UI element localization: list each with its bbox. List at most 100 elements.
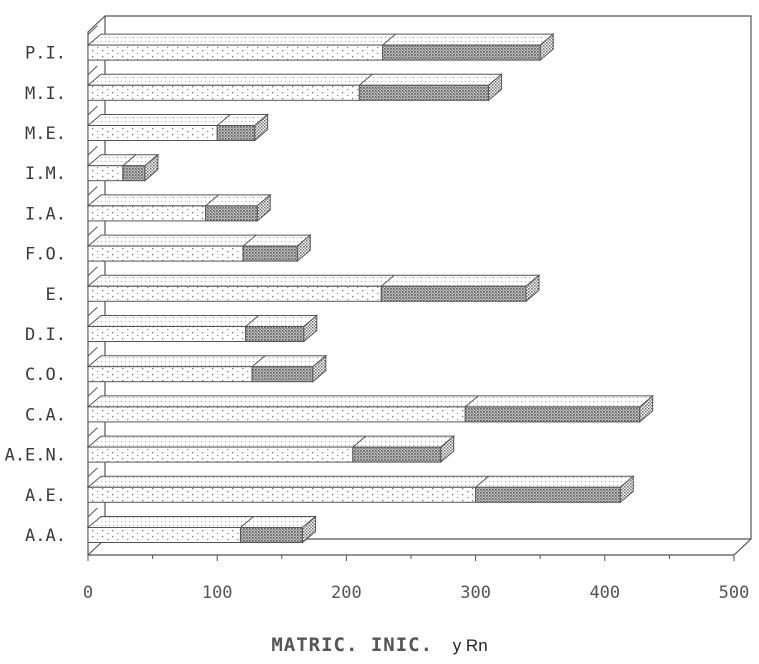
bar-segment-2 [358,84,490,101]
bar-group-fo [86,234,312,263]
category-label: I.M. [25,164,66,184]
bar-segment-divider [382,33,396,46]
bar-segment-divider [245,315,259,327]
x-axis-label-suffix: y Rn [452,636,488,655]
category-tick [87,346,98,357]
bar-segment-divider [464,395,479,408]
bar-segment-1 [87,165,124,182]
bar-top-face [86,33,555,46]
bar-segment-2 [245,326,305,342]
x-tick-label: 100 [202,583,233,603]
bar-segment-2 [122,165,146,182]
bar-segment-divider [122,154,137,167]
bar-segment-1 [87,125,218,141]
bar-segment-1 [87,205,207,222]
bar-segment-2 [251,366,314,383]
bar-segment-2 [205,205,258,222]
bar-segment-2 [239,527,303,543]
bar-group-im [86,153,160,182]
bar-top-face [86,355,328,368]
bar-segment-1 [87,285,382,302]
category-tick [87,427,98,437]
bar-segment-2 [475,486,621,503]
bar-segment-divider [242,234,257,247]
bar-group-mi [86,73,503,102]
bar-segment-2 [352,446,442,463]
category-label: F.O. [25,245,66,265]
bar-segment-2 [380,285,527,302]
category-tick [87,65,98,76]
category-tick [87,507,98,518]
bar-group-di [86,314,319,343]
bar-group-co [86,354,328,383]
bar-group-ia [86,193,272,222]
bar-segment-1 [87,84,360,101]
category-tick [87,145,98,156]
bars [86,33,655,544]
category-tick [87,186,98,196]
category-tick [87,306,98,317]
bar-top-face [86,435,456,448]
category-label: A.E.N. [5,446,66,466]
category-labels: P.I. M.I. M.E. I.M. I.A. F.O. E. D.I. C.O. C.A. A.… [5,44,66,546]
x-axis-title: MATRIC. INIC. y Rn [0,634,759,656]
bar-segment-1 [87,245,244,262]
bar-segment-2 [216,125,256,141]
category-tick [87,25,98,35]
category-label: M.E. [25,124,66,144]
bar-segment-divider [358,73,373,86]
category-label: C.A. [25,405,66,425]
bar-segment-1 [87,486,477,503]
bar-group-me [86,113,270,142]
bar-segment-divider [216,114,231,126]
bar-top-face [86,516,317,528]
category-label: C.O. [25,365,66,385]
category-label: P.I. [25,44,66,64]
bar-group-ae [86,475,635,504]
bar-top-face [86,234,312,247]
bar-top-face [86,194,272,207]
category-tick [87,387,98,397]
bar-segment-divider [352,435,367,448]
bar-top-face [86,114,270,126]
category-label: A.E. [25,486,66,506]
category-tick [87,266,98,277]
category-tick [87,467,98,478]
bar-segment-2 [382,44,541,61]
bar-group-aa [86,515,317,544]
bar-segment-2 [464,406,641,423]
bar-segment-divider [475,475,489,488]
bar-segment-1 [87,446,354,463]
bar-top-face [86,274,541,287]
bar-top-face [86,475,635,488]
category-label: A.A. [25,526,66,546]
category-label: D.I. [25,325,66,345]
bar-segment-divider [240,516,254,528]
bar-segment-1 [87,326,247,342]
bar-group-e [86,274,541,303]
category-label: M.I. [25,84,66,104]
x-axis-label: MATRIC. INIC. [271,634,434,656]
category-tick [87,226,98,236]
bar-segment-1 [87,366,253,383]
bar-segment-divider [380,274,395,287]
x-tick-label: 300 [460,583,491,603]
bar-segment-2 [242,245,298,262]
x-tick-label: 200 [331,583,362,603]
bar-segment-divider [205,194,219,207]
bar-top-face [86,315,319,327]
category-tick [87,105,98,116]
bar-group-pi [86,33,555,62]
x-axis-ticks: 0 100 200 300 400 500 [83,555,749,603]
x-tick-label: 400 [589,583,620,603]
x-tick-label: 0 [83,583,93,603]
bar-group-ca [86,394,655,423]
bar-segment-1 [87,527,241,543]
category-label: E. [46,285,66,305]
x-tick-label: 500 [719,583,750,603]
bar-segment-1 [87,406,466,423]
bar-top-face [86,395,655,408]
bar-group-aen [86,435,456,464]
category-label: I.A. [25,204,66,224]
